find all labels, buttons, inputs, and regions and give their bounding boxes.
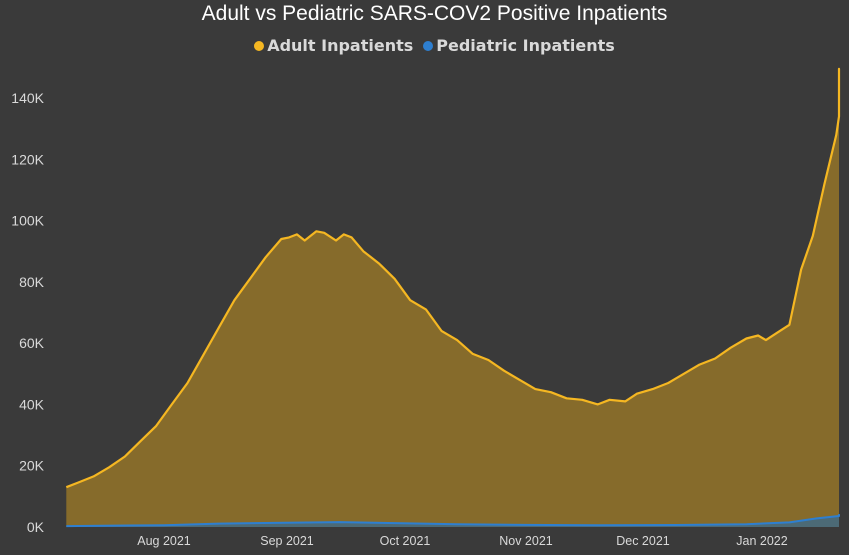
legend-item-adult[interactable]: Adult Inpatients — [254, 36, 413, 55]
x-tick-label: Jan 2022 — [736, 534, 787, 548]
x-tick-label: Sep 2021 — [260, 534, 314, 548]
legend-marker-adult — [254, 40, 265, 51]
legend-item-pediatric[interactable]: Pediatric Inpatients — [423, 36, 615, 55]
legend-marker-pediatric — [423, 40, 434, 51]
x-tick-label: Aug 2021 — [137, 534, 191, 548]
y-tick-label: 20K — [19, 458, 45, 474]
legend: Adult Inpatients Pediatric Inpatients — [0, 36, 849, 55]
y-tick-label: 80K — [19, 274, 45, 290]
y-tick-label: 60K — [19, 335, 45, 351]
y-tick-label: 0K — [27, 519, 45, 535]
y-tick-label: 120K — [11, 151, 44, 167]
x-axis: Aug 2021 Sep 2021 Oct 2021 Nov 2021 Dec 2021… — [137, 534, 788, 548]
y-tick-label: 100K — [11, 213, 44, 229]
adult-series-area — [66, 68, 840, 528]
series-layer — [65, 67, 841, 528]
x-tick-label: Nov 2021 — [499, 534, 553, 548]
y-tick-label: 140K — [11, 90, 44, 106]
legend-label-pediatric: Pediatric Inpatients — [436, 36, 615, 55]
pediatric-series-line[interactable] — [66, 514, 840, 528]
adult-series-line[interactable] — [65, 67, 841, 489]
y-axis: 0K 20K 40K 60K 80K 100K 120K 140K — [11, 90, 44, 535]
legend-label-adult: Adult Inpatients — [267, 36, 414, 55]
y-tick-label: 40K — [19, 396, 45, 412]
x-tick-label: Dec 2021 — [616, 534, 670, 548]
chart-title: Adult vs Pediatric SARS-COV2 Positive In… — [201, 2, 668, 25]
x-tick-label: Oct 2021 — [380, 534, 431, 548]
